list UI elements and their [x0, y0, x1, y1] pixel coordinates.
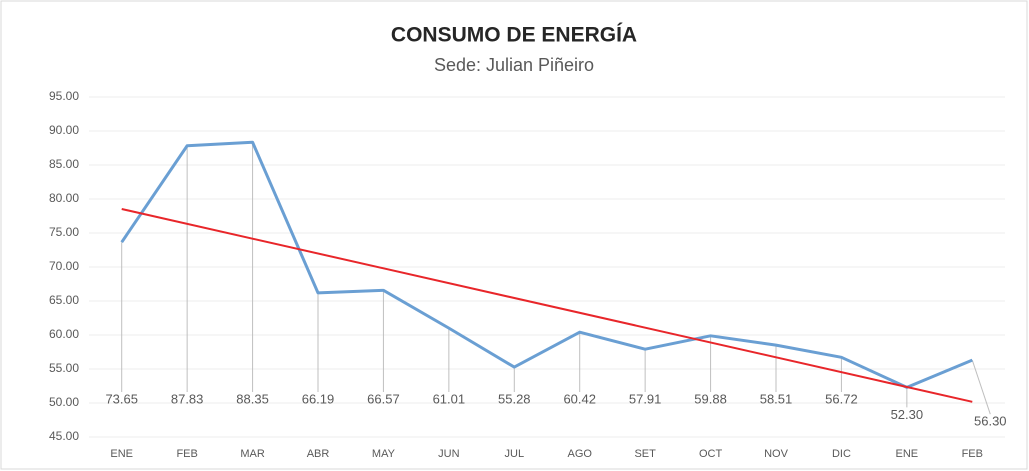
- x-tick-label: MAY: [372, 448, 396, 460]
- y-tick-label: 75.00: [49, 225, 79, 239]
- data-label: 58.51: [760, 391, 793, 406]
- x-tick-label: SET: [634, 448, 656, 460]
- data-label: 87.83: [171, 391, 204, 406]
- data-label: 66.19: [302, 391, 335, 406]
- x-tick-label: OCT: [699, 448, 723, 460]
- y-tick-label: 80.00: [49, 191, 79, 205]
- x-tick-label: DIC: [832, 448, 851, 460]
- data-label: 56.72: [825, 391, 858, 406]
- data-label: 60.42: [563, 391, 596, 406]
- y-tick-label: 55.00: [49, 361, 79, 375]
- data-label: 59.88: [694, 391, 727, 406]
- data-label: 66.57: [367, 391, 400, 406]
- trendline: [121, 208, 973, 403]
- x-tick-label: FEB: [962, 448, 983, 460]
- x-tick-label: MAR: [240, 448, 265, 460]
- y-tick-label: 95.00: [49, 89, 79, 103]
- y-tick-label: 90.00: [49, 123, 79, 137]
- x-tick-label: JUN: [438, 448, 459, 460]
- x-tick-label: ENE: [110, 448, 133, 460]
- data-label: 56.30: [974, 414, 1007, 429]
- x-tick-label: NOV: [764, 448, 789, 460]
- y-tick-label: 65.00: [49, 293, 79, 307]
- y-tick-label: 45.00: [49, 429, 79, 443]
- y-tick-label: 85.00: [49, 157, 79, 171]
- data-label: 55.28: [498, 391, 531, 406]
- y-tick-label: 60.00: [49, 327, 79, 341]
- y-tick-label: 50.00: [49, 395, 79, 409]
- series-line: [120, 140, 973, 389]
- chart-subtitle: Sede: Julian Piñeiro: [434, 55, 594, 75]
- x-tick-label: ABR: [307, 448, 330, 460]
- data-label: 57.91: [629, 391, 662, 406]
- x-tick-label: JUL: [505, 448, 525, 460]
- y-tick-label: 70.00: [49, 259, 79, 273]
- chart-title: CONSUMO DE ENERGÍA: [391, 24, 637, 47]
- x-tick-label: FEB: [176, 448, 197, 460]
- data-label: 52.30: [891, 407, 924, 422]
- x-tick-label: AGO: [567, 448, 592, 460]
- data-label: 73.65: [105, 391, 138, 406]
- x-tick-label: ENE: [896, 448, 919, 460]
- data-label: 88.35: [236, 391, 269, 406]
- leader-line: [971, 360, 991, 415]
- data-label: 61.01: [433, 391, 466, 406]
